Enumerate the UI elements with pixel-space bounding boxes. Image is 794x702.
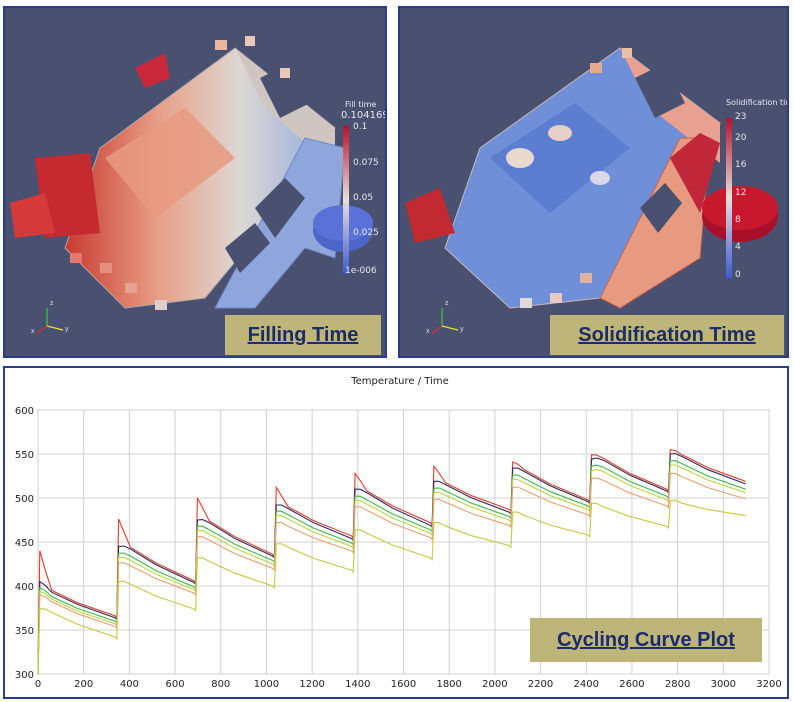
filling-time-caption: Filling Time (225, 315, 381, 355)
fill-colorbar-max: 0.1041696 (341, 110, 385, 121)
solid-colorbar (726, 118, 732, 278)
boss (125, 283, 137, 293)
axis-y-label: y (460, 326, 464, 333)
boss (155, 300, 167, 310)
overflow-top (135, 53, 170, 88)
solid-colorbar-tick: 4 (735, 242, 741, 252)
solidification-time-render (405, 47, 778, 334)
series-line (37, 460, 746, 675)
runner-left (35, 153, 100, 238)
axis-x-label: x (426, 328, 430, 335)
hotspot (590, 171, 610, 185)
y-tick-label: 400 (15, 582, 34, 593)
filling-time-panel: Fill time 0.1041696 0.1 0.075 0.05 0.025… (3, 6, 387, 358)
solidification-time-panel: Solidification tim 23 20 16 12 8 4 0 z x… (398, 6, 789, 358)
solid-colorbar-tick: 8 (735, 215, 741, 225)
x-tick-label: 600 (166, 679, 185, 690)
x-tick-label: 1000 (254, 679, 279, 690)
boss (580, 273, 592, 283)
x-tick-label: 1200 (299, 679, 324, 690)
fill-colorbar-tick: 0.025 (353, 228, 379, 238)
fill-colorbar-tick: 0.075 (353, 158, 379, 168)
chart-title: Temperature / Time (350, 376, 449, 387)
frame-window (260, 63, 310, 118)
axis-x-line (36, 325, 48, 334)
boss (245, 36, 255, 46)
y-tick-label: 300 (15, 670, 34, 681)
solid-colorbar-tick: 16 (735, 160, 747, 170)
y-tick-label: 600 (15, 406, 34, 417)
solidification-time-caption: Solidification Time (550, 315, 784, 355)
x-tick-label: 2600 (619, 679, 644, 690)
y-tick-label: 550 (15, 450, 34, 461)
x-tick-label: 1400 (345, 679, 370, 690)
y-tick-label: 500 (15, 494, 34, 505)
series-line (37, 448, 746, 675)
frame-window (255, 178, 305, 238)
boss (280, 68, 290, 78)
x-tick-label: 2800 (665, 679, 690, 690)
x-tick-label: 3000 (711, 679, 736, 690)
casting-boss (490, 103, 630, 213)
x-tick-label: 3200 (756, 679, 781, 690)
series-line (37, 472, 746, 675)
x-tick-label: 800 (211, 679, 230, 690)
boss (520, 298, 532, 308)
solid-colorbar-tick: 12 (735, 188, 747, 198)
x-tick-label: 2000 (482, 679, 507, 690)
frame-window (225, 223, 270, 273)
cycling-curve-caption: Cycling Curve Plot (530, 618, 762, 662)
hotspot (548, 125, 572, 141)
fill-colorbar-tick: 0.05 (353, 193, 374, 203)
x-tick-label: 1600 (391, 679, 416, 690)
solid-colorbar-tick: 20 (735, 133, 747, 143)
solid-colorbar-max: 23 (735, 112, 747, 122)
axis-z-label: z (445, 300, 449, 307)
cycling-curve-panel: Temperature / Time 0 200 400 600 800 1000 1200… (3, 366, 789, 699)
axis-y-line (441, 325, 459, 331)
boss (550, 293, 562, 303)
x-tick-label: 1800 (436, 679, 461, 690)
y-tick-label: 350 (15, 626, 34, 637)
axis-x-label: x (31, 328, 35, 335)
series-line (37, 453, 746, 675)
biscuit-top (702, 186, 778, 230)
series-lines (37, 448, 746, 675)
series-line (37, 499, 746, 675)
x-tick-label: 0 (35, 679, 41, 690)
fill-colorbar-title: Fill time (345, 100, 377, 109)
axis-y-label: y (65, 326, 69, 333)
x-tick-label: 2400 (574, 679, 599, 690)
boss (590, 63, 602, 73)
filling-time-render (10, 36, 373, 334)
boss (70, 253, 82, 263)
casting-boss (105, 108, 235, 218)
boss (215, 40, 227, 50)
x-tick-label: 200 (74, 679, 93, 690)
axis-z-label: z (50, 300, 54, 307)
y-tick-label: 450 (15, 538, 34, 549)
solid-colorbar-title: Solidification tim (726, 98, 789, 107)
y-tick-labels: 300 350 400 450 500 550 600 (15, 406, 34, 681)
boss (622, 48, 632, 58)
axis-y-line (46, 325, 64, 331)
x-tick-label: 2200 (528, 679, 553, 690)
boss (100, 263, 112, 273)
axis-x-line (431, 325, 443, 334)
frame-window (640, 183, 682, 233)
x-tick-label: 400 (120, 679, 139, 690)
fill-colorbar (343, 126, 349, 274)
fill-colorbar-tick: 0.1 (353, 122, 368, 132)
runner-left (405, 188, 455, 243)
hotspot (506, 148, 534, 168)
solid-colorbar-tick: 0 (735, 270, 741, 280)
fill-colorbar-min: 1e-006 (345, 266, 377, 276)
x-tick-labels: 0 200 400 600 800 1000 1200 1400 1600 1800 2000 220… (35, 679, 782, 690)
runner-left-2 (10, 193, 55, 238)
frame-window (635, 63, 685, 118)
runner-right (670, 133, 720, 213)
series-line (37, 464, 746, 675)
